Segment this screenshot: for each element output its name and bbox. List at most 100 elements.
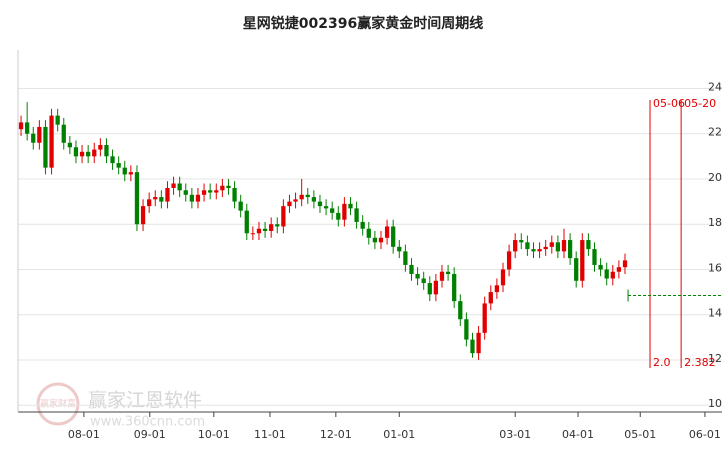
candle-body bbox=[55, 115, 60, 125]
candle-body bbox=[409, 264, 414, 274]
candle-body bbox=[567, 240, 573, 259]
candle-body bbox=[574, 258, 579, 281]
candle-body bbox=[262, 228, 268, 231]
candle-body bbox=[391, 226, 396, 247]
candle-body bbox=[208, 190, 213, 193]
candle-body bbox=[427, 283, 432, 295]
cycle-date: 05-06 bbox=[653, 97, 685, 110]
candle-body bbox=[500, 269, 506, 286]
candle-body bbox=[506, 251, 512, 270]
x-tick-label: 06-01 bbox=[689, 428, 721, 441]
candle-body bbox=[281, 206, 286, 227]
candle-body bbox=[580, 240, 585, 281]
y-tick-label: 22 bbox=[708, 126, 722, 139]
candle-body bbox=[348, 203, 353, 209]
candle-body bbox=[134, 172, 140, 225]
candle-body bbox=[561, 240, 567, 252]
candle-body bbox=[43, 126, 48, 168]
watermark-name: 赢家江恩软件 bbox=[88, 390, 202, 412]
candle-body bbox=[452, 273, 457, 302]
x-tick-label: 01-01 bbox=[383, 428, 415, 441]
candle-body bbox=[61, 124, 66, 143]
candle-body bbox=[397, 246, 402, 252]
candle-body bbox=[79, 151, 85, 157]
y-tick-label: 20 bbox=[708, 171, 722, 184]
candle-body bbox=[415, 273, 420, 279]
candle-body bbox=[67, 142, 72, 148]
candle-body bbox=[470, 339, 475, 354]
candle-body bbox=[378, 237, 384, 243]
watermark-logo: 赢家财富 bbox=[40, 398, 76, 410]
candle-body bbox=[366, 228, 371, 238]
candle-body bbox=[336, 212, 341, 220]
candle-body bbox=[616, 267, 622, 272]
candle-body bbox=[201, 190, 207, 195]
candle-body bbox=[330, 208, 335, 213]
x-tick-label: 12-01 bbox=[320, 428, 352, 441]
candle-body bbox=[287, 201, 292, 207]
candle-body bbox=[555, 242, 561, 252]
x-tick-label: 03-01 bbox=[499, 428, 531, 441]
candle-body bbox=[147, 199, 152, 207]
candle-body bbox=[110, 156, 115, 164]
candle-body bbox=[482, 303, 487, 333]
candle-body bbox=[525, 242, 530, 250]
candle-body bbox=[226, 185, 231, 189]
candle-body bbox=[476, 332, 481, 354]
candle-body bbox=[311, 197, 317, 202]
candle-body bbox=[31, 133, 36, 143]
candle-body bbox=[403, 251, 408, 265]
candle-body bbox=[464, 319, 469, 340]
candle-body bbox=[98, 145, 103, 150]
candle-body bbox=[37, 126, 42, 143]
candle-body bbox=[384, 226, 390, 238]
candle-body bbox=[360, 221, 365, 229]
candle-body bbox=[128, 172, 133, 175]
candle-body bbox=[269, 224, 274, 231]
y-tick-label: 12 bbox=[708, 352, 722, 365]
candle-body bbox=[372, 237, 378, 243]
candle-body bbox=[488, 292, 493, 304]
watermark-url: www.360cnn.com bbox=[90, 415, 205, 430]
candle-body bbox=[519, 240, 524, 243]
candle-body bbox=[171, 183, 176, 189]
candle-body bbox=[445, 271, 451, 274]
x-tick-label: 10-01 bbox=[198, 428, 230, 441]
candle-body bbox=[299, 194, 304, 200]
x-tick-label: 11-01 bbox=[254, 428, 286, 441]
candle-body bbox=[73, 147, 79, 157]
y-tick-label: 24 bbox=[708, 80, 722, 93]
candle-body bbox=[92, 149, 97, 157]
candle-body bbox=[586, 240, 591, 250]
candle-body bbox=[317, 201, 323, 207]
candle-body bbox=[238, 201, 243, 211]
candle-body bbox=[18, 122, 24, 130]
cycle-date: 05-20 bbox=[684, 97, 716, 110]
candle-body bbox=[165, 188, 170, 202]
candle-body bbox=[177, 183, 182, 191]
candle-body bbox=[513, 240, 518, 252]
candle-body bbox=[610, 271, 615, 279]
candle-body bbox=[153, 197, 158, 200]
y-tick-label: 16 bbox=[708, 261, 722, 274]
candle-body bbox=[354, 208, 359, 222]
candle-body bbox=[305, 194, 310, 198]
candle-body bbox=[220, 185, 225, 191]
candle-body bbox=[232, 188, 237, 202]
candle-body bbox=[323, 206, 329, 209]
candle-body bbox=[537, 249, 542, 252]
candle-body bbox=[104, 145, 109, 157]
candle-body bbox=[458, 301, 463, 320]
candle-body bbox=[49, 115, 54, 168]
candle-body bbox=[439, 271, 445, 281]
y-tick-label: 18 bbox=[708, 216, 722, 229]
candle-body bbox=[598, 264, 603, 270]
candle-body bbox=[531, 249, 536, 252]
candle-body bbox=[189, 194, 194, 202]
candle-body bbox=[433, 280, 439, 295]
candle-body bbox=[116, 163, 121, 168]
watermark: 赢家财富 赢家江恩软件 www.360cnn.com bbox=[36, 382, 205, 430]
candle-body bbox=[25, 122, 30, 134]
x-tick-label: 04-01 bbox=[562, 428, 594, 441]
